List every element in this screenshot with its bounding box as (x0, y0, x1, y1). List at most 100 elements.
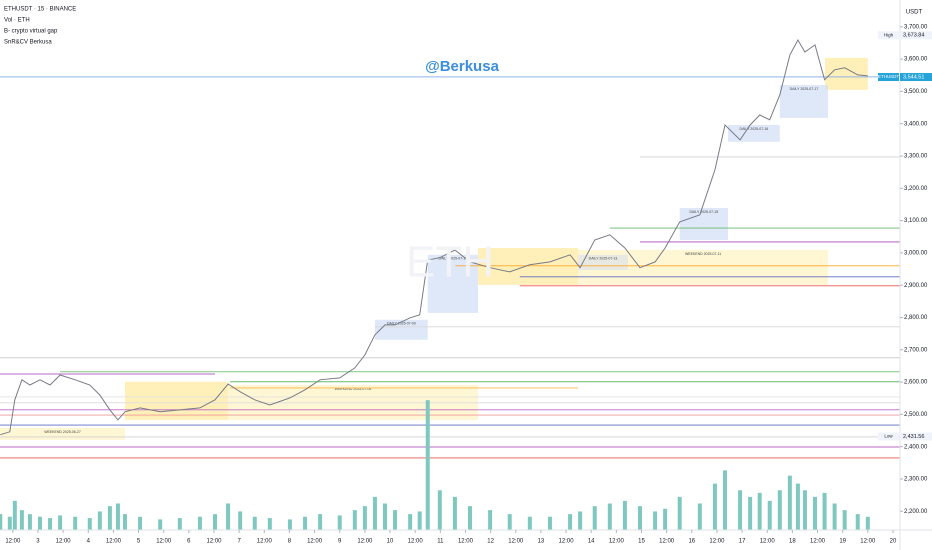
volume-bar (832, 503, 837, 530)
watermark: @Berkusa (425, 58, 499, 75)
zone (124, 381, 229, 420)
volume-bar (58, 515, 63, 530)
price-tag-label: ETHUSDT (878, 74, 900, 79)
price-tag (900, 73, 932, 82)
volume-bar (97, 511, 102, 530)
volume-bar (158, 519, 163, 530)
x-tick-label: 12:00 (559, 539, 575, 545)
x-tick-label: 12:00 (659, 539, 675, 545)
volume-bar (738, 490, 743, 530)
volume-bar (337, 515, 342, 530)
chart-title: ETHUSDT · 15 · BINANCE (4, 7, 76, 13)
volume-bar (352, 510, 357, 530)
price-tag-value: 2,431.56 (903, 434, 924, 440)
y-tick-label: 3,000.00 (904, 250, 928, 256)
zone-label: WEEKEND 2025-06-27 (44, 430, 81, 434)
volume-bar (138, 516, 143, 530)
x-tick-label: 16 (688, 539, 695, 545)
zone (779, 84, 829, 118)
zone-label: DAILY 2025-07-10 (439, 257, 468, 261)
volume-bar (226, 503, 231, 530)
x-tick-label: 20 (890, 539, 897, 545)
y-tick-label: 3,100.00 (904, 218, 928, 224)
volume-bar (19, 510, 24, 530)
x-tick-label: 18 (789, 539, 796, 545)
volume-bar (362, 506, 367, 530)
price-tag-value: 3,544.51 (903, 74, 924, 80)
x-tick-label: 15 (638, 539, 645, 545)
volume-bar (855, 514, 860, 530)
x-tick-label: 12:00 (508, 539, 524, 545)
volume-bar (767, 500, 772, 530)
x-tick-label: 12:00 (5, 539, 21, 545)
y-tick-label: 3,700.00 (904, 24, 928, 30)
volume (0, 400, 870, 530)
x-tick-label: 17 (739, 539, 746, 545)
x-tick-label: 13 (538, 539, 545, 545)
volume-bar (748, 496, 753, 530)
zone-label: DAILY 2025-07-09 (387, 322, 416, 326)
y-tick-label: 2,900.00 (904, 283, 928, 289)
volume-bar (267, 518, 272, 530)
x-tick-label: 12:00 (810, 539, 826, 545)
x-tick-label: 12:00 (709, 539, 725, 545)
price-tag-value: 3,673.84 (903, 33, 924, 39)
volume-bar (37, 516, 42, 530)
volume-bar (802, 490, 807, 530)
x-tick-label: 12:00 (357, 539, 373, 545)
volume-bar (0, 514, 3, 530)
x-tick-label: 12:00 (408, 539, 424, 545)
y-tick-label: 2,600.00 (904, 380, 928, 386)
x-tick-label: 12:00 (156, 539, 172, 545)
y-tick-label: 2,500.00 (904, 412, 928, 418)
volume-bar (382, 503, 387, 530)
volume-bar (757, 492, 762, 530)
x-tick-label: 12:00 (257, 539, 273, 545)
volume-bar (568, 514, 573, 530)
volume-bar (238, 511, 243, 530)
volume-bar (287, 519, 292, 530)
zone (0, 427, 125, 440)
volume-bar (48, 518, 53, 530)
volume-bar (303, 516, 308, 530)
zone-label: WEEKEND 2025-07-11 (685, 252, 721, 256)
volume-bar (372, 496, 377, 530)
volume-bar (787, 475, 792, 530)
volume-bar (12, 500, 17, 530)
x-tick-label: 12:00 (609, 539, 625, 545)
volume-bar (592, 506, 597, 530)
price-tag-label-box (878, 73, 899, 82)
x-tick-label: 19 (839, 539, 846, 545)
volume-bar (722, 470, 727, 530)
x-tick-label: 6 (187, 539, 191, 545)
volume-bar (865, 516, 870, 530)
volume-bar (607, 503, 612, 530)
volume-bar (712, 483, 717, 530)
y-axis-area (900, 0, 932, 550)
volume-bar (417, 511, 422, 530)
x-tick-label: 8 (288, 539, 292, 545)
zone-label: WEEKEND 2025-07-04 (335, 387, 372, 391)
y-tick-label: 3,600.00 (904, 57, 928, 63)
volume-bar (467, 506, 472, 530)
zone-label: DAILY 2025-07-13 (589, 257, 618, 261)
price-tag-label: Low (884, 434, 893, 439)
symbol-watermark: ETH (406, 238, 494, 287)
price-line (0, 38, 868, 436)
y-tick-label: 3,400.00 (904, 121, 928, 127)
zone (825, 57, 868, 90)
volume-bar (842, 510, 847, 530)
y-tick-label: 2,700.00 (904, 347, 928, 353)
zone-label: DAILY 2025-07-16 (740, 127, 769, 131)
y-tick-label: 3,500.00 (904, 89, 928, 95)
x-tick-label: 7 (237, 539, 241, 545)
indicator-name: SnR&CV Berkusa (4, 40, 52, 46)
volume-bar (795, 483, 800, 530)
x-tick-label: 11 (437, 539, 444, 545)
zone (427, 254, 479, 313)
x-tick-label: 12 (487, 539, 494, 545)
x-axis-area (0, 530, 932, 550)
x-tick-label: 12:00 (106, 539, 122, 545)
